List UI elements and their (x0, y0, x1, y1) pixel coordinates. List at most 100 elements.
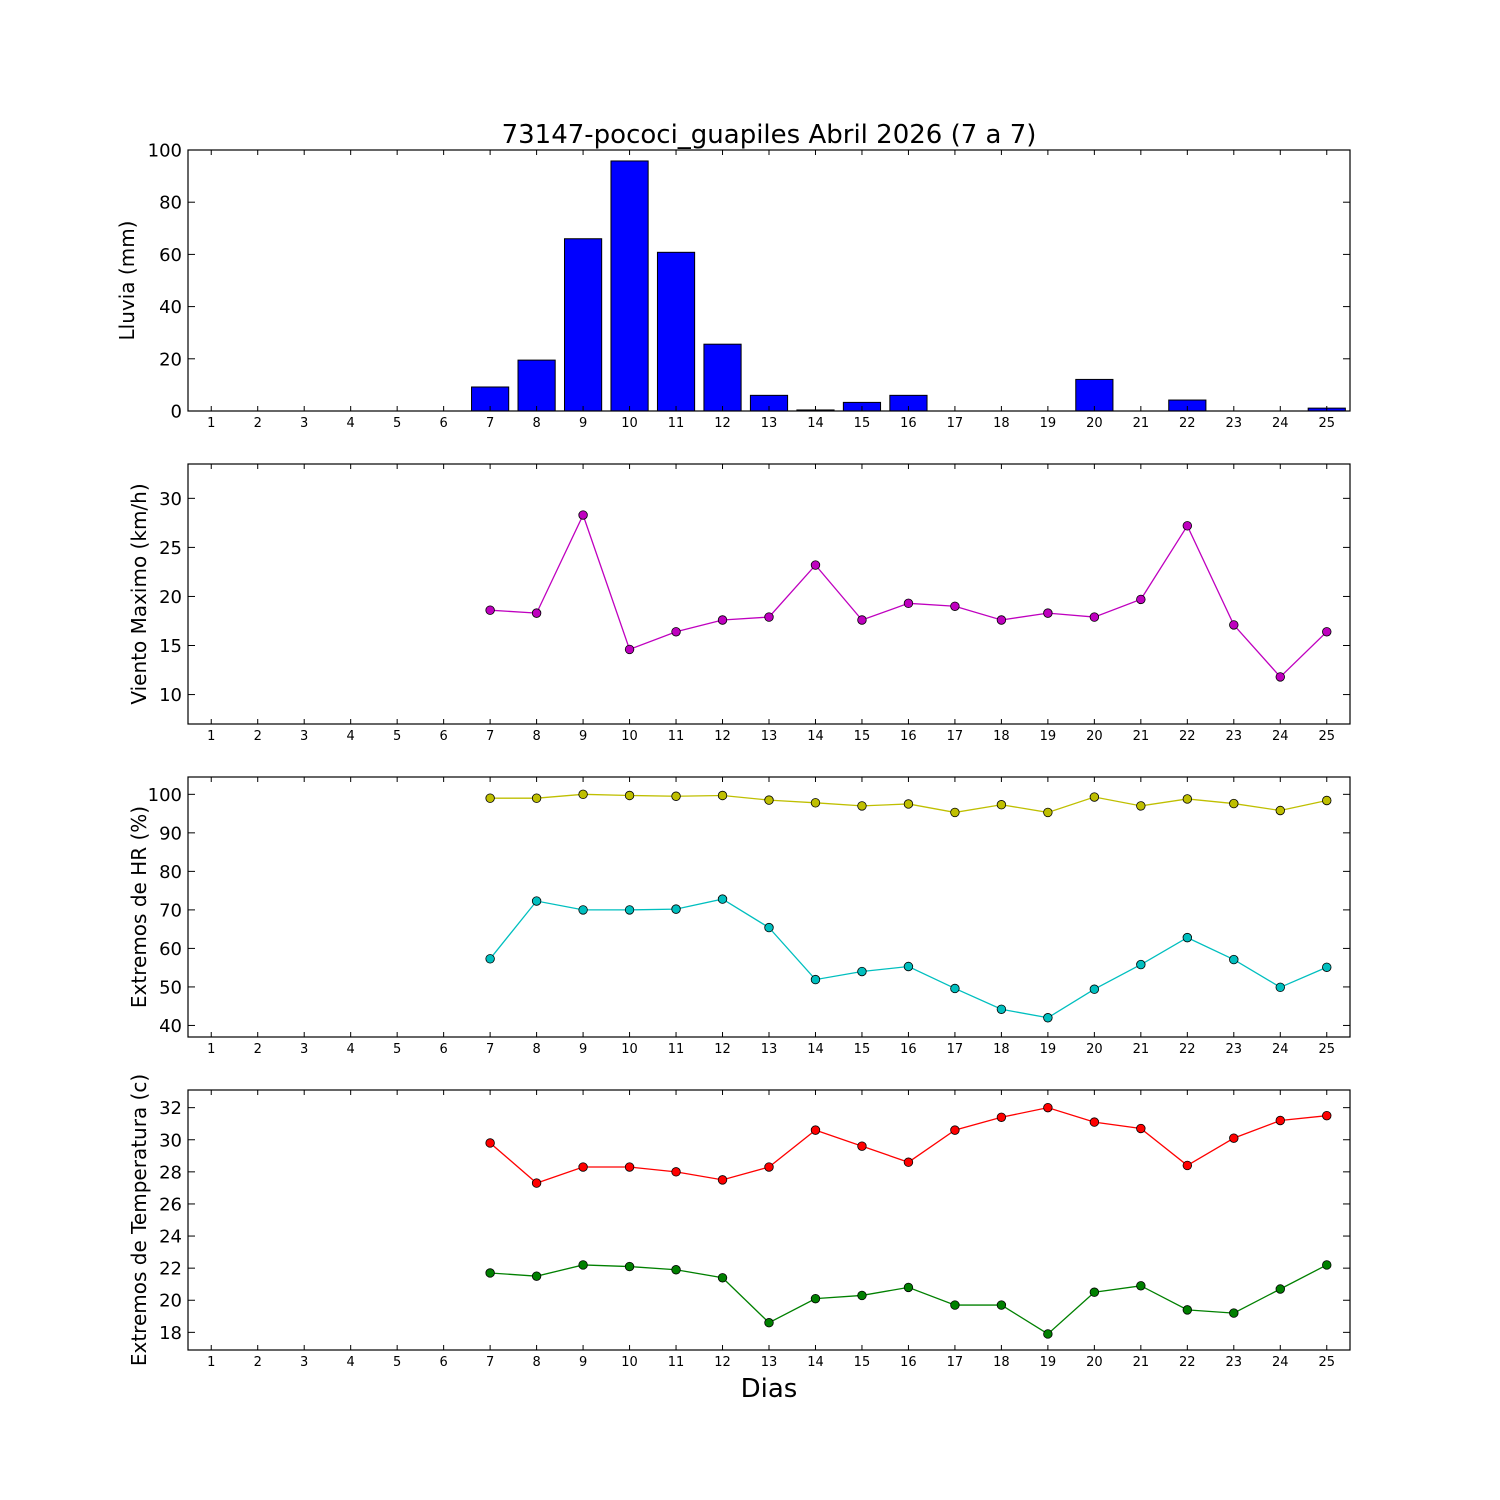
panel-3-series-2-point-day-12 (717, 894, 728, 904)
panel-1-xtick-label-19: 19 (1040, 416, 1057, 431)
panel-3-xtick-label-5: 5 (393, 1042, 401, 1057)
panel-1-xtick-label-1: 1 (207, 416, 215, 431)
panel-2-series-1-point-day-20 (1089, 612, 1100, 622)
panel-1-ytick-label-60: 60 (159, 245, 182, 266)
panel-4-series-1-point-day-23 (1229, 1133, 1239, 1143)
panel-3-xtick-label-12: 12 (714, 1042, 731, 1057)
panel-1-y-axis-label: Lluvia (mm) (115, 221, 139, 341)
panel-1-xtick-label-24: 24 (1272, 416, 1289, 431)
panel-4-xtick-label-19: 19 (1040, 1355, 1057, 1370)
panel-3-series-2-point-day-13 (764, 922, 774, 933)
panel-4-series-1-point-day-16 (903, 1157, 914, 1167)
panel-4-ytick-label-28: 28 (159, 1162, 182, 1183)
panel-2-series-1-point-day-24 (1275, 672, 1285, 682)
panel-4-series-1-point-day-24 (1275, 1115, 1285, 1126)
panel-4-series-2-point-day-13 (764, 1318, 774, 1328)
panel-4-series-2-point-day-23 (1229, 1308, 1239, 1318)
panel-3-series-2-point-day-14 (810, 974, 821, 985)
panel-3-xtick-label-7: 7 (486, 1042, 494, 1057)
panel-3-xtick-label-18: 18 (993, 1042, 1010, 1057)
panel-3-series-1-point-day-11 (671, 791, 681, 801)
panel-2-series-1-point-day-12 (717, 615, 728, 625)
panel-1-xtick-label-9: 9 (579, 416, 587, 431)
panel-1-xtick-label-7: 7 (486, 416, 494, 431)
panel-3-series-2-point-day-8 (531, 896, 542, 906)
panel-3-series-2-point-day-19 (1043, 1013, 1053, 1023)
panel-3-series-1-point-day-12 (717, 790, 728, 801)
x-axis-label: Dias (741, 1374, 798, 1404)
panel-1-ytick-label-0: 0 (171, 402, 182, 423)
panel-1-xtick-label-12: 12 (714, 416, 731, 431)
panel-1-xtick-label-25: 25 (1318, 416, 1335, 431)
panel-3-series-1-point-day-14 (810, 798, 821, 808)
panel-4-ytick-label-24: 24 (159, 1227, 182, 1248)
panel-2-series-1-point-day-7 (485, 605, 495, 615)
panel-1-xtick-label-18: 18 (993, 416, 1010, 431)
panel-3-xtick-label-6: 6 (439, 1042, 447, 1057)
panel-3-ytick-label-100: 100 (148, 785, 182, 806)
panel-2-xtick-label-23: 23 (1226, 729, 1243, 744)
panel-3-xtick-label-24: 24 (1272, 1042, 1289, 1057)
panel-3-xtick-label-9: 9 (579, 1042, 587, 1057)
panel-1-ytick-label-40: 40 (159, 297, 182, 318)
panel-2-xtick-label-7: 7 (486, 729, 494, 744)
panel-3-series-1-point-day-21 (1136, 801, 1146, 811)
panel-3-xtick-label-3: 3 (300, 1042, 308, 1057)
panel-3-ytick-label-60: 60 (159, 939, 182, 960)
panel-3-series-2-point-day-15 (857, 966, 867, 977)
panel-2-series-1-point-day-16 (903, 598, 914, 609)
panel-3-xtick-label-16: 16 (900, 1042, 917, 1057)
panel-1-xtick-label-2: 2 (254, 416, 262, 431)
panel-1-xtick-label-14: 14 (807, 416, 824, 431)
bar-day-12 (703, 343, 742, 412)
panel-4-series-2-point-day-21 (1136, 1281, 1146, 1291)
panel-2-ytick-label-30: 30 (159, 489, 182, 510)
panel-4-xtick-label-22: 22 (1179, 1355, 1196, 1370)
panel-4-ytick-label-20: 20 (159, 1291, 182, 1312)
panel-4-series-2-point-day-25 (1322, 1260, 1332, 1270)
panel-1-xtick-label-20: 20 (1086, 416, 1103, 431)
panel-4-xtick-label-14: 14 (807, 1355, 824, 1370)
panel-2-ytick-label-15: 15 (159, 636, 182, 657)
panel-2-series-1-point-day-15 (857, 615, 867, 625)
panel-4-series-1-point-day-18 (996, 1112, 1007, 1122)
panel-4-xtick-label-6: 6 (439, 1355, 447, 1370)
panel-4-xtick-label-24: 24 (1272, 1355, 1289, 1370)
panel-3-series-1-point-day-17 (950, 807, 960, 818)
panel-4-series-1-point-day-14 (810, 1125, 821, 1135)
panel-3-xtick-label-21: 21 (1133, 1042, 1150, 1057)
panel-3-series-1-point-day-7 (485, 793, 495, 803)
panel-3-series-2-point-day-7 (485, 954, 495, 964)
panel-2-xtick-label-11: 11 (668, 729, 685, 744)
panel-3-xtick-label-2: 2 (254, 1042, 262, 1057)
panel-3-series-1-point-day-23 (1229, 798, 1239, 809)
panel-3-series-1-point-day-24 (1275, 805, 1285, 816)
panel-3-xtick-label-20: 20 (1086, 1042, 1103, 1057)
panel-1-xtick-label-16: 16 (900, 416, 917, 431)
panel-3-ytick-label-70: 70 (159, 900, 182, 921)
panel-3-series-1-point-day-18 (996, 800, 1007, 810)
panel-3-xtick-label-10: 10 (621, 1042, 638, 1057)
panel-1-xtick-label-8: 8 (532, 416, 540, 431)
panel-4-series-1-point-day-10 (624, 1162, 635, 1172)
panel-1-xtick-label-22: 22 (1179, 416, 1196, 431)
panel-3-ytick-label-50: 50 (159, 977, 182, 998)
panel-1-xtick-label-3: 3 (300, 416, 308, 431)
panel-2-xtick-label-13: 13 (761, 729, 778, 744)
panel-4-series-2-point-day-14 (810, 1293, 821, 1304)
panel-3-xtick-label-14: 14 (807, 1042, 824, 1057)
panel-3-series-2-point-day-11 (671, 904, 681, 914)
bar-day-10 (610, 160, 649, 412)
panel-3-series-1-point-day-13 (764, 795, 774, 805)
panel-3-series-1-point-day-20 (1089, 792, 1100, 802)
panel-2-series-1-point-day-9 (578, 510, 588, 520)
panel-4-series-1-point-day-19 (1043, 1102, 1053, 1113)
panel-3-xtick-label-8: 8 (532, 1042, 540, 1057)
panel-4-series-2-point-day-24 (1275, 1284, 1285, 1294)
panel-4-xtick-label-4: 4 (347, 1355, 355, 1370)
panel-4-xtick-label-3: 3 (300, 1355, 308, 1370)
